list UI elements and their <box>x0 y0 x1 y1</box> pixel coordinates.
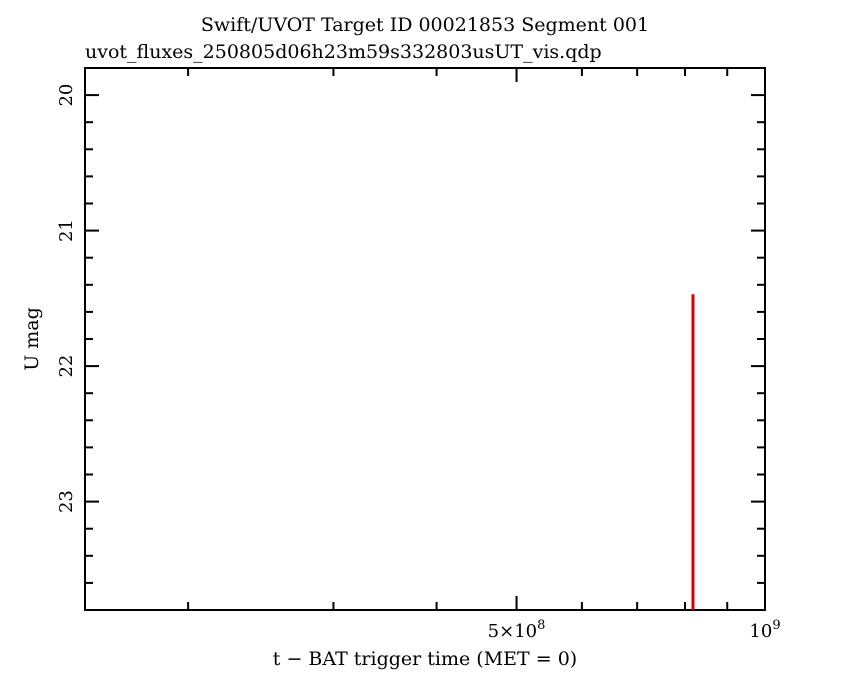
chart-subtitle: uvot_fluxes_250805d06h23m59s332803usUT_v… <box>85 41 602 63</box>
y-axis-tick-labels: 20 21 22 23 <box>56 84 77 513</box>
x-axis-tick-labels: 5×108 109 <box>488 618 781 642</box>
chart-title: Swift/UVOT Target ID 00021853 Segment 00… <box>201 14 649 36</box>
plot-frame <box>84 67 766 611</box>
y-tick-label: 22 <box>56 355 77 378</box>
y-tick-label: 21 <box>56 219 77 242</box>
y-axis-label: U mag <box>21 307 43 371</box>
x-tick-label: 109 <box>749 618 780 642</box>
y-axis-ticks <box>85 94 765 584</box>
y-tick-label: 20 <box>56 84 77 107</box>
x-axis-ticks <box>187 68 729 610</box>
x-tick-label: 5×108 <box>488 618 546 642</box>
y-tick-label: 23 <box>56 490 77 513</box>
x-axis-label: t − BAT trigger time (MET = 0) <box>273 648 577 670</box>
